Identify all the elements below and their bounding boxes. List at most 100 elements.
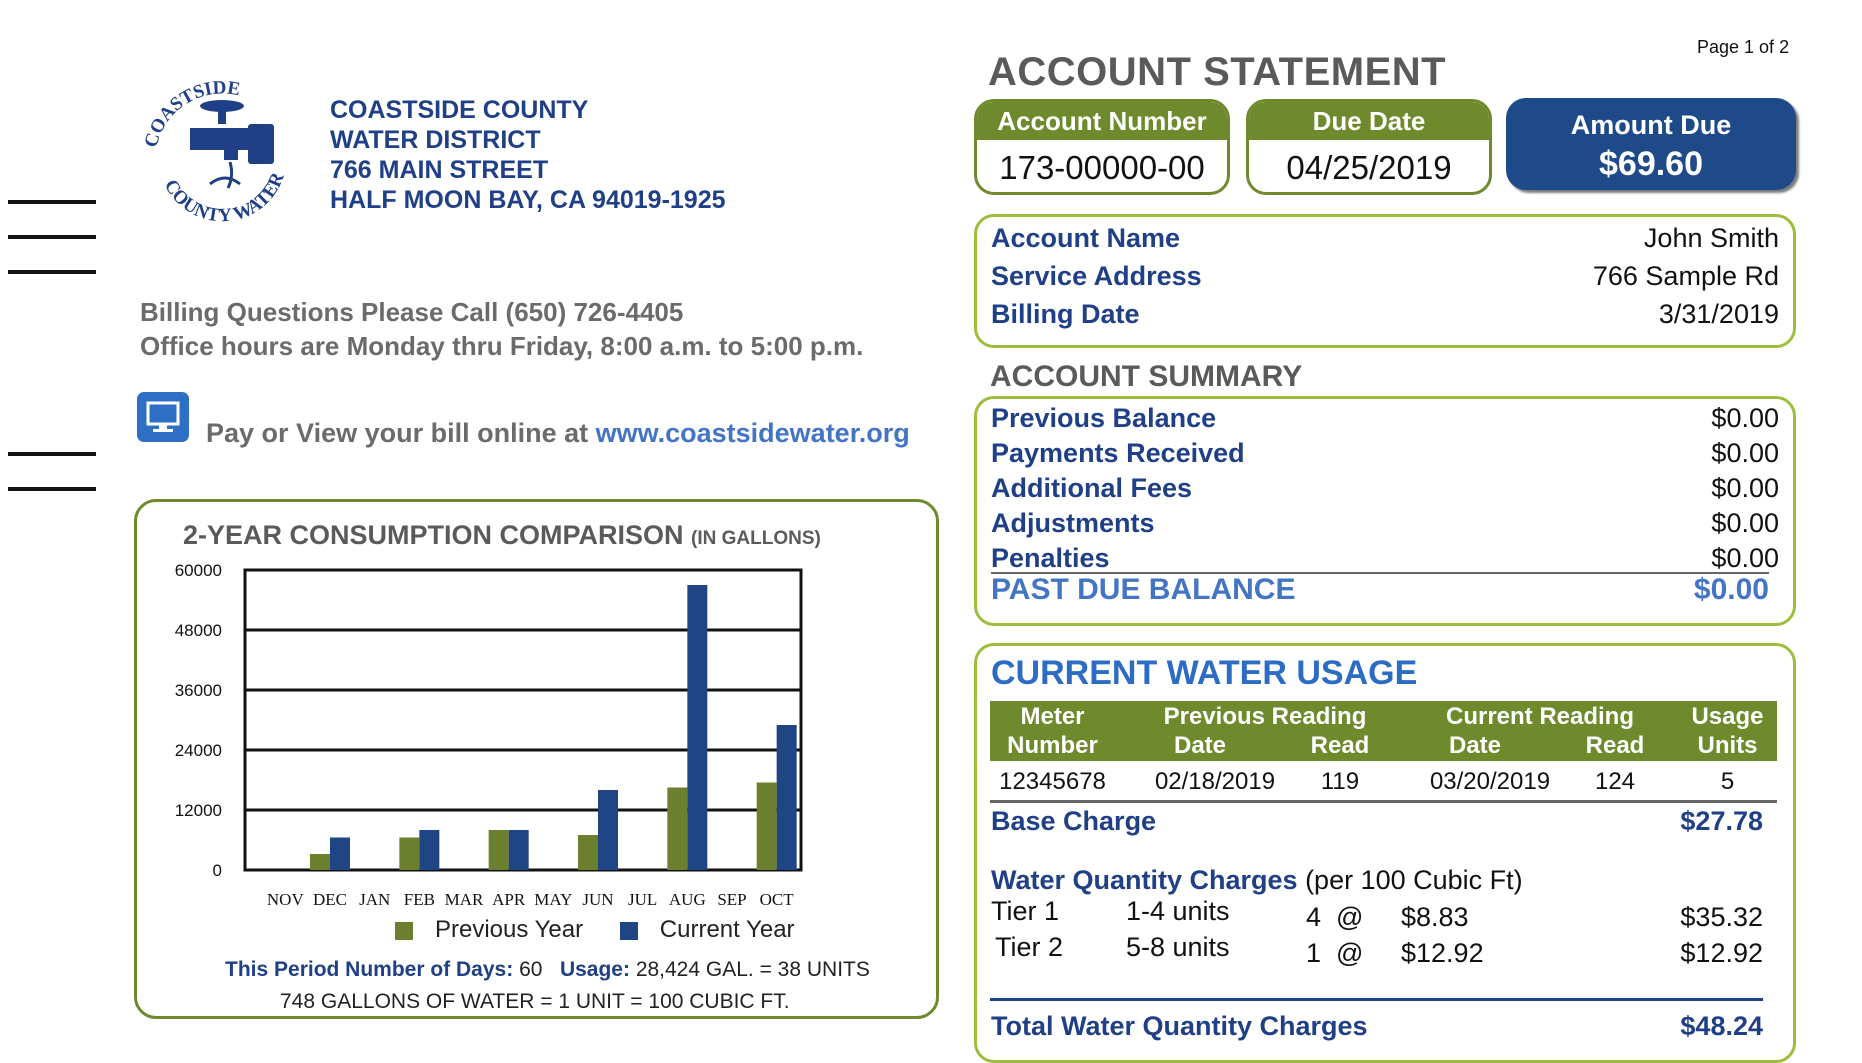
y-tick-label: 60000 [175, 561, 222, 580]
header-curr-date: Date [1448, 732, 1502, 759]
curr-date: 03/20/2019 [1429, 768, 1551, 795]
page-number: Page 1 of 2 [1697, 37, 1790, 57]
bar-current-apr [508, 830, 529, 870]
usage-label: Usage: [559, 958, 630, 981]
tier-amount: $35.32 [1680, 902, 1763, 932]
chart-title-text: 2-YEAR CONSUMPTION COMPARISON [183, 520, 684, 550]
period-days: 60 [519, 958, 543, 981]
summary-title: ACCOUNT SUMMARY [990, 360, 1303, 393]
past-due-label: PAST DUE BALANCE [991, 573, 1296, 606]
website-link[interactable]: www.coastsidewater.org [595, 418, 910, 448]
water-quantity-label: Water Quantity Charges (per 100 Cubic Ft… [991, 865, 1523, 896]
bar-previous-feb [399, 837, 420, 870]
bar-previous-aug [667, 787, 688, 870]
summary-value: $0.00 [1711, 473, 1779, 503]
tier-at: @ [1336, 902, 1364, 932]
tier-rate: $12.92 [1401, 938, 1484, 968]
margin-mark [8, 235, 96, 239]
wq-label-text: Water Quantity Charges [991, 865, 1298, 895]
total-water-quantity-row: Total Water Quantity Charges $48.24 [991, 1011, 1763, 1042]
service-address-label: Service Address [991, 261, 1202, 291]
bar-previous-jun [578, 835, 598, 870]
tier-rate: $8.83 [1401, 902, 1469, 932]
district-name-line1: COASTSIDE COUNTY [330, 96, 589, 124]
legend-swatch-current [619, 921, 638, 940]
summary-value: $0.00 [1711, 508, 1779, 538]
period-info: This Period Number of Days: 60 Usage: 28… [225, 958, 870, 982]
computer-icon [137, 392, 189, 442]
office-hours-text: Office hours are Monday thru Friday, 8:0… [140, 331, 864, 361]
billing-date-label: Billing Date [991, 299, 1140, 329]
x-tick-label: FEB [404, 890, 435, 909]
bar-previous-apr [488, 830, 509, 870]
account-info-box: Account Name John Smith Service Address … [974, 214, 1796, 348]
header-current-reading: Current Reading [1445, 703, 1634, 730]
due-date-label: Due Date [1249, 102, 1489, 140]
conversion-info: 748 GALLONS OF WATER = 1 UNIT = 100 CUBI… [280, 990, 790, 1013]
summary-value: $0.00 [1711, 438, 1779, 468]
amount-due-label: Amount Due [1570, 110, 1732, 140]
tier-name: Tier 1 [991, 896, 1060, 926]
x-tick-label: NOV [267, 890, 305, 909]
header-units: Units [1697, 732, 1758, 759]
online-prefix: Pay or View your bill online at [206, 418, 596, 448]
legend-previous: Previous Year [435, 916, 584, 943]
y-tick-label: 24000 [175, 741, 222, 760]
x-tick-label: APR [492, 890, 526, 909]
district-city: HALF MOON BAY, CA 94019-1925 [330, 186, 726, 214]
district-address: COASTSIDE COUNTY WATER DISTRICT 766 MAIN… [330, 95, 726, 215]
due-date-value: 04/25/2019 [1286, 149, 1452, 186]
x-tick-label: SEP [717, 890, 746, 909]
consumption-chart-panel [134, 499, 939, 1019]
bar-previous-dec [310, 854, 330, 870]
base-charge-value: $27.78 [1680, 806, 1763, 836]
y-tick-label: 36000 [175, 681, 222, 700]
account-number-value: 173-00000-00 [999, 149, 1205, 186]
margin-mark [8, 487, 96, 491]
usage-title: CURRENT WATER USAGE [991, 654, 1418, 692]
prev-date: 02/18/2019 [1154, 768, 1276, 795]
summary-divider [991, 572, 1769, 574]
usage-table-header: Meter Number Previous Reading Date Read … [990, 701, 1777, 761]
summary-label: Previous Balance [991, 403, 1217, 433]
chart-frame [243, 568, 803, 872]
summary-label: Additional Fees [991, 473, 1193, 503]
account-number-label: Account Number [977, 102, 1227, 140]
x-tick-label: MAR [445, 890, 484, 909]
chart-legend: Previous Year Current Year [395, 916, 795, 944]
y-tick-label: 0 [213, 861, 222, 880]
current-usage-box: CURRENT WATER USAGE Meter Number Previou… [974, 643, 1796, 1063]
header-meter: Meter [1020, 703, 1085, 730]
billing-questions-text: Billing Questions Please Call (650) 726-… [140, 297, 684, 327]
amount-due-box: Amount Due $69.60 [1506, 98, 1796, 190]
tier-amount: $12.92 [1680, 938, 1763, 968]
usage-divider [990, 998, 1763, 1001]
summary-label: Penalties [991, 543, 1110, 573]
header-curr-read: Read [1585, 732, 1645, 759]
account-name-value: John Smith [1643, 223, 1779, 253]
x-tick-label: JUL [628, 890, 657, 909]
past-due-value: $0.00 [1693, 573, 1769, 606]
x-tick-label: DEC [313, 890, 347, 909]
summary-label: Adjustments [991, 508, 1155, 538]
tier-row: Tier 1 1-4 units 4 @ $8.83 $35.32 [991, 896, 1763, 932]
y-tick-label: 12000 [175, 801, 222, 820]
bar-current-oct [776, 725, 797, 870]
district-logo: COASTSIDE COUNTY WATER DISTRICT [123, 50, 315, 251]
bar-current-feb [419, 830, 440, 870]
header-number: Number [1007, 732, 1098, 759]
usage-units: 5 [1720, 768, 1735, 795]
legend-current: Current Year [659, 916, 795, 943]
header-previous-reading: Previous Reading [1163, 703, 1367, 730]
bar-current-dec [330, 837, 350, 870]
legend-swatch-previous [395, 921, 413, 940]
x-tick-label: OCT [760, 890, 795, 909]
district-street: 766 MAIN STREET [330, 156, 549, 184]
summary-value: $0.00 [1711, 543, 1779, 573]
usage-table-row: 12345678 02/18/2019 119 03/20/2019 124 5 [990, 764, 1777, 803]
billing-date-value: 3/31/2019 [1658, 299, 1779, 329]
bar-current-aug [687, 585, 708, 870]
billing-contact: Billing Questions Please Call (650) 726-… [140, 295, 863, 363]
tier-range: 1-4 units [1126, 896, 1230, 926]
tier-name: Tier 2 [995, 932, 1064, 962]
